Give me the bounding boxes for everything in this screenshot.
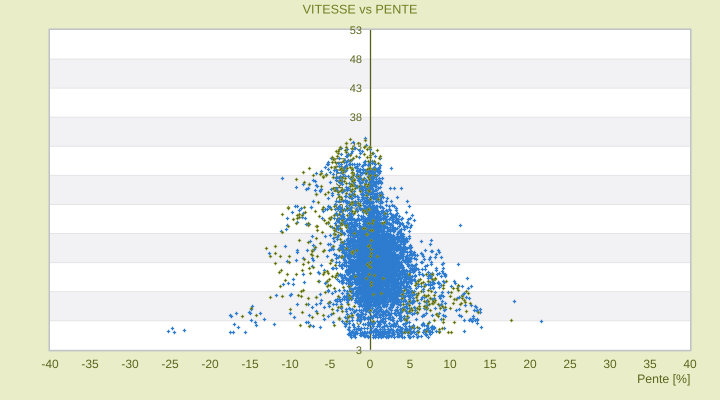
svg-text:5: 5 [407, 357, 414, 371]
svg-text:15: 15 [483, 357, 497, 371]
svg-text:53: 53 [350, 25, 362, 37]
svg-text:-40: -40 [41, 357, 59, 371]
svg-text:-35: -35 [81, 357, 99, 371]
svg-text:48: 48 [350, 54, 362, 66]
svg-text:20: 20 [523, 357, 537, 371]
svg-text:43: 43 [350, 83, 362, 95]
svg-text:-30: -30 [121, 357, 139, 371]
svg-text:-20: -20 [201, 357, 219, 371]
svg-text:-5: -5 [325, 357, 336, 371]
svg-text:-15: -15 [241, 357, 259, 371]
svg-text:30: 30 [603, 357, 617, 371]
svg-text:VITESSE vs PENTE: VITESSE vs PENTE [303, 3, 418, 17]
svg-text:3: 3 [356, 345, 362, 357]
svg-text:35: 35 [643, 357, 657, 371]
svg-text:38: 38 [350, 112, 362, 124]
svg-text:-25: -25 [161, 357, 179, 371]
svg-text:25: 25 [563, 357, 577, 371]
svg-text:Pente [%]: Pente [%] [637, 372, 690, 386]
svg-text:10: 10 [443, 357, 457, 371]
svg-text:0: 0 [367, 357, 374, 371]
svg-text:-10: -10 [281, 357, 299, 371]
svg-text:40: 40 [683, 357, 697, 371]
